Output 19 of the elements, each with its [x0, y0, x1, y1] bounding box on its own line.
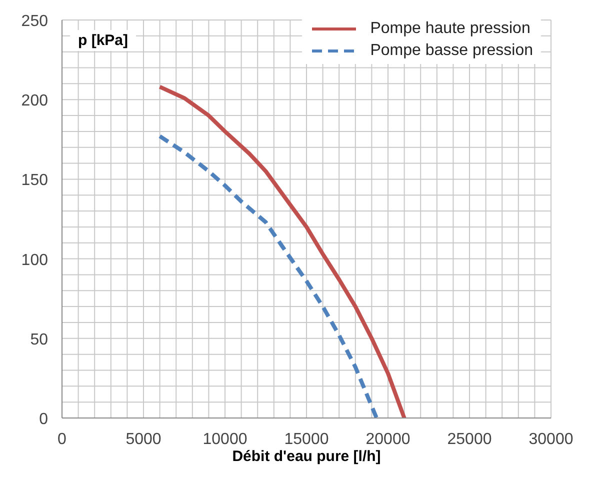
- line-series: [158, 84, 406, 418]
- legend-label: Pompe haute pression: [370, 19, 530, 39]
- legend-label: Pompe basse pression: [370, 41, 533, 61]
- y-tick-label: 200: [21, 92, 48, 110]
- line-series: [158, 134, 379, 418]
- x-tick-label: 5000: [126, 431, 162, 448]
- y-tick-label: 100: [21, 252, 48, 269]
- x-tick-label: 30000: [528, 431, 574, 448]
- x-tick-label: 15000: [284, 431, 329, 448]
- x-tick-label: 25000: [447, 431, 492, 448]
- y-tick-label: 150: [21, 172, 48, 190]
- y-tick-label: 50: [30, 331, 48, 348]
- y-tick-label: 0: [39, 411, 48, 428]
- y-axis-title: p [kPa]: [70, 30, 136, 51]
- x-tick-label: 0: [58, 431, 67, 448]
- x-axis-title: Débit d'eau pure [l/h]: [231, 448, 382, 465]
- y-tick-label: 250: [21, 13, 48, 30]
- x-tick-label: 10000: [202, 431, 248, 448]
- x-tick-label: 20000: [366, 431, 410, 448]
